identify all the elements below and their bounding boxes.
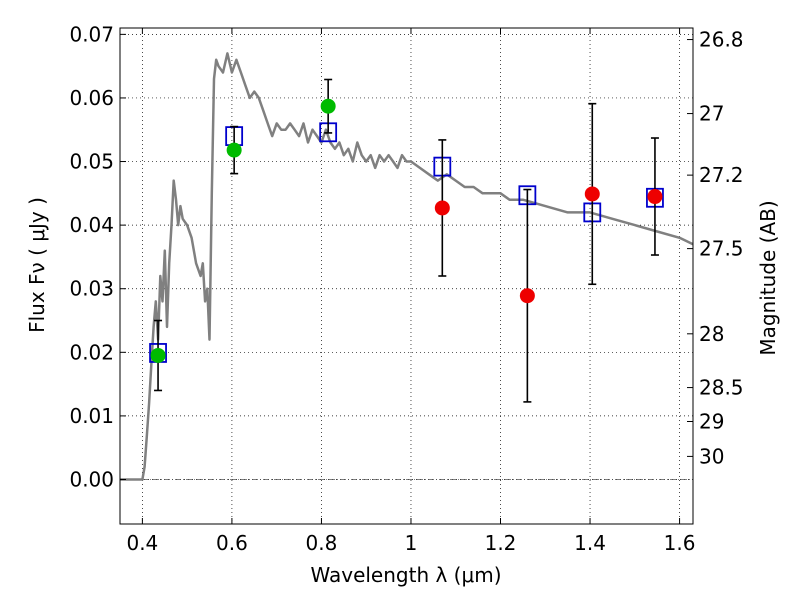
- red-data-point: [519, 288, 535, 304]
- magnitude-tick-label: 28.5: [699, 376, 744, 400]
- x-tick-label: 1: [405, 531, 418, 555]
- y-axis-title: Flux Fν ( μJy ): [25, 197, 49, 333]
- x-tick-label: 0.4: [126, 531, 158, 555]
- y-tick-label: 0.01: [69, 404, 114, 428]
- magnitude-tick-label: 27.5: [699, 237, 744, 261]
- magnitude-axis: 26.8 27 27.2 27.5 28 28.5 29 30: [687, 28, 744, 468]
- y-tick-label: 0.04: [69, 213, 114, 237]
- magnitude-tick-label: 28: [699, 322, 724, 346]
- x-axis-title: Wavelength λ (μm): [310, 563, 501, 587]
- x-tick-label: 0.8: [306, 531, 338, 555]
- y-axis: 0.00 0.01 0.02 0.03 0.04 0.05 0.06 0.07: [69, 22, 126, 491]
- y-tick-label: 0.02: [69, 340, 114, 364]
- y-tick-label: 0.00: [69, 467, 114, 491]
- red-data-point: [584, 186, 600, 202]
- y-tick-label: 0.06: [69, 86, 114, 110]
- y-tick-label: 0.05: [69, 150, 114, 174]
- magnitude-tick-label: 29: [699, 409, 724, 433]
- x-axis: 0.4 0.6 0.8 1 1.2 1.4 1.6: [126, 28, 695, 555]
- grid-lines: [120, 28, 693, 524]
- magnitude-tick-label: 30: [699, 444, 724, 468]
- y-tick-label: 0.07: [69, 22, 114, 46]
- x-tick-label: 0.6: [216, 531, 248, 555]
- data-points: [150, 98, 663, 363]
- plot-area: [120, 28, 693, 524]
- x-tick-label: 1.2: [485, 531, 517, 555]
- green-data-point: [150, 347, 166, 363]
- x-tick-label: 1.6: [664, 531, 696, 555]
- magnitude-tick-label: 27: [699, 102, 724, 126]
- x-tick-label: 1.4: [574, 531, 606, 555]
- magnitude-tick-label: 27.2: [699, 163, 744, 187]
- y-tick-label: 0.03: [69, 277, 114, 301]
- red-data-point: [647, 189, 663, 205]
- green-data-point: [320, 98, 336, 114]
- green-data-point: [226, 142, 242, 158]
- red-data-point: [434, 200, 450, 216]
- magnitude-tick-label: 26.8: [699, 28, 744, 52]
- magnitude-axis-title: Magnitude (AB): [756, 200, 780, 355]
- plot-frame: [119, 27, 694, 525]
